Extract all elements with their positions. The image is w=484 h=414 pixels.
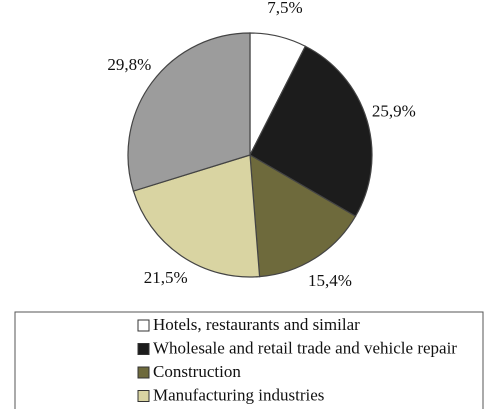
pie-slice	[249, 153, 357, 278]
legend-box	[14, 311, 484, 413]
legend-label: Manufacturing industries	[153, 385, 324, 404]
pie-slice	[249, 45, 373, 218]
data-label: 29,8%	[107, 55, 151, 74]
legend-marker	[137, 319, 150, 332]
data-label: 15,4%	[308, 271, 352, 290]
legend-marker	[137, 390, 150, 402]
legend-label: Wholesale and retail trade and vehicle r…	[153, 338, 457, 357]
legend-label: Construction	[153, 362, 241, 381]
data-label: 21,5%	[144, 268, 188, 287]
legend-label: Hotels, restaurants and similar	[153, 315, 360, 334]
data-label: 7,5%	[267, 0, 302, 17]
legend-marker	[137, 343, 150, 355]
data-label: 25,9%	[372, 101, 416, 120]
pie-slice	[127, 32, 251, 192]
pie-slice	[132, 154, 261, 278]
legend-marker	[137, 366, 150, 379]
